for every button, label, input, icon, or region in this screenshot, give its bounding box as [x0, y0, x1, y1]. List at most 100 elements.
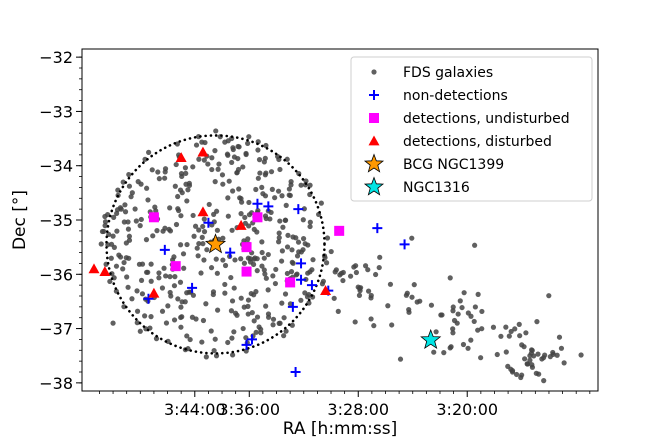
fds-galaxy-point: [124, 274, 130, 280]
fds-galaxy-point: [531, 353, 537, 359]
fds-galaxy-point: [126, 233, 133, 239]
fds-galaxy-point: [229, 335, 235, 341]
fds-galaxy-point: [250, 261, 257, 268]
fds-galaxy-point: [125, 226, 132, 232]
fds-galaxy-point: [229, 227, 235, 233]
fds-galaxy-point: [193, 142, 200, 148]
fds-galaxy-point: [362, 263, 369, 269]
fds-galaxy-point: [236, 186, 242, 192]
fds-galaxy-point: [201, 216, 207, 222]
fds-galaxy-point: [368, 316, 374, 322]
fds-galaxy-point: [279, 248, 285, 254]
fds-galaxy-point: [196, 227, 202, 233]
detections-disturbed-point: [235, 219, 247, 230]
fds-galaxy-point: [472, 304, 478, 310]
fds-galaxy-point: [102, 223, 108, 229]
fds-galaxy-point: [277, 166, 283, 173]
fds-galaxy-point: [556, 334, 563, 340]
fds-galaxy-point: [111, 244, 117, 250]
fds-galaxy-point: [471, 318, 477, 325]
fds-galaxy-point: [215, 307, 221, 313]
plot-area: [88, 128, 584, 384]
fds-galaxy-point: [212, 179, 218, 185]
fds-galaxy-point: [195, 253, 201, 259]
fds-galaxy-point: [120, 179, 126, 185]
fds-galaxy-point: [238, 256, 244, 262]
legend: FDS galaxies non-detections detections, un…: [350, 56, 593, 202]
y-axis-ticks: −32 −33 −34 −35 −36 −37 −38: [39, 48, 82, 393]
fds-galaxy-point: [163, 273, 169, 279]
x-tick-label: 3:28:00: [327, 400, 389, 419]
fds-galaxy-point: [222, 139, 228, 145]
fds-galaxy-point: [213, 353, 220, 359]
fds-galaxy-point: [206, 201, 212, 208]
fds-galaxy-point: [120, 266, 126, 272]
fds-galaxy-point: [503, 349, 509, 355]
fds-galaxy-point: [306, 291, 312, 298]
fds-galaxy-point: [286, 186, 292, 192]
legend-marker-fds-galaxies: [371, 69, 377, 75]
fds-galaxy-point: [439, 312, 445, 318]
fds-galaxy-point: [139, 261, 146, 267]
fds-galaxy-point: [257, 170, 263, 176]
fds-galaxy-point: [288, 269, 295, 275]
fds-galaxy-point: [192, 223, 199, 229]
fds-galaxy-point: [122, 202, 128, 208]
legend-marker-non-detections: [369, 90, 379, 100]
x-tick-label: 3:44:00: [164, 400, 226, 419]
fds-galaxy-point: [134, 288, 140, 294]
fds-galaxy-point: [508, 366, 514, 372]
fds-galaxy-point: [498, 333, 504, 339]
fds-galaxy-point: [162, 225, 168, 231]
fds-galaxy-point: [558, 345, 565, 351]
fds-galaxy-point: [255, 207, 261, 214]
fds-galaxy-point: [105, 211, 111, 218]
non-detections-point: [296, 258, 307, 269]
non-detections-point: [296, 274, 307, 285]
fds-galaxy-point: [209, 166, 215, 173]
fds-galaxy-point: [212, 148, 218, 154]
legend-box: [350, 56, 593, 202]
fds-galaxy-point: [165, 303, 171, 309]
fds-galaxy-point: [298, 297, 304, 303]
y-tick-label: −36: [39, 265, 73, 284]
fds-galaxy-point: [200, 223, 206, 230]
fds-galaxy-point: [368, 292, 374, 299]
legend-entries: FDS galaxies non-detections detections, un…: [363, 65, 570, 196]
fds-galaxy-point: [126, 183, 133, 189]
fds-galaxy-point: [512, 326, 518, 332]
fds-galaxy-point: [468, 313, 474, 319]
fds-galaxy-point: [261, 255, 267, 261]
fds-galaxy-point: [523, 330, 529, 336]
fds-galaxy-point: [468, 337, 474, 343]
fds-galaxy-point: [295, 239, 302, 245]
fds-galaxy-point: [348, 273, 354, 279]
fds-galaxy-point: [134, 320, 140, 326]
legend-marker-bcg-ngc1399: [363, 153, 385, 173]
fds-galaxy-point: [225, 195, 231, 201]
fds-galaxy-point: [254, 314, 261, 320]
fds-galaxy-point: [282, 217, 289, 223]
fds-galaxy-point: [159, 285, 166, 291]
fds-galaxy-point: [102, 219, 109, 225]
fds-galaxy-point: [240, 164, 246, 170]
non-detections-point: [203, 217, 214, 228]
fds-galaxy-point: [237, 195, 243, 201]
fds-galaxy-point: [263, 215, 269, 222]
fds-galaxy-point: [134, 308, 141, 314]
fds-galaxy-point: [302, 241, 308, 247]
fds-galaxy-point: [338, 270, 344, 276]
detections-disturbed-point: [197, 206, 209, 217]
fds-galaxy-point: [231, 329, 237, 335]
fds-galaxy-point: [243, 150, 249, 157]
fds-galaxy-point: [138, 277, 145, 284]
fds-galaxy-point: [167, 205, 173, 211]
fds-galaxy-point: [145, 269, 151, 275]
fds-galaxy-point: [245, 236, 251, 242]
legend-label: NGC1316: [403, 180, 470, 196]
detections-disturbed-point: [175, 152, 187, 162]
fds-galaxy-point: [200, 317, 207, 324]
detections-undisturbed-point: [285, 277, 296, 288]
fds-galaxy-point: [517, 333, 523, 339]
